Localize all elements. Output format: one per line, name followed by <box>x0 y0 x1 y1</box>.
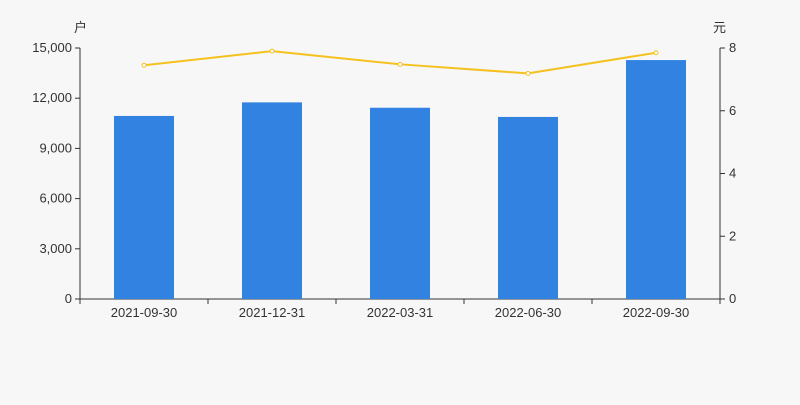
left-tick-label: 9,000 <box>39 140 72 155</box>
left-tick-label: 15,000 <box>32 40 72 55</box>
left-axis-unit: 户 <box>74 20 87 35</box>
x-tick-label: 2022-06-30 <box>495 305 562 320</box>
left-tick-label: 0 <box>65 291 72 306</box>
left-tick-label: 6,000 <box>39 191 72 206</box>
bar <box>626 60 686 299</box>
bar <box>114 115 174 299</box>
x-tick-label: 2022-03-31 <box>367 305 434 320</box>
right-tick-label: 4 <box>729 166 736 181</box>
line-point <box>397 61 403 67</box>
line-point <box>525 70 531 76</box>
left-tick-label: 3,000 <box>39 241 72 256</box>
bar <box>242 102 302 299</box>
line-point <box>653 50 659 56</box>
left-tick-label: 12,000 <box>32 90 72 105</box>
line-point <box>269 48 275 54</box>
bar <box>370 107 430 299</box>
x-tick-label: 2022-09-30 <box>623 305 690 320</box>
right-axis-unit: 元 <box>713 20 726 35</box>
right-tick-label: 6 <box>729 103 736 118</box>
x-tick-label: 2021-12-31 <box>239 305 306 320</box>
bar <box>498 116 558 299</box>
x-tick-label: 2021-09-30 <box>111 305 178 320</box>
right-tick-label: 8 <box>729 40 736 55</box>
right-tick-label: 0 <box>729 291 736 306</box>
right-tick-label: 2 <box>729 228 736 243</box>
line-point <box>141 62 147 68</box>
